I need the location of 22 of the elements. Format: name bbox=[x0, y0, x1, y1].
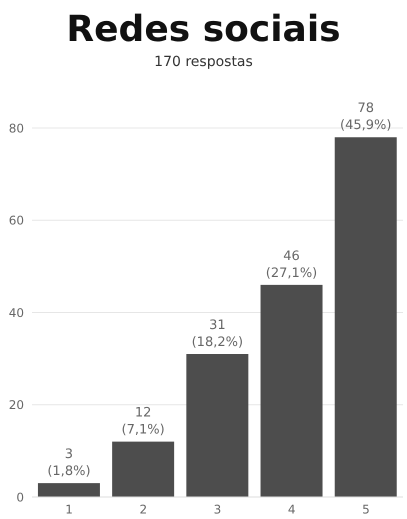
data-label: 31 (18,2%) bbox=[192, 318, 244, 350]
bar bbox=[112, 442, 174, 497]
y-tick-label: 80 bbox=[8, 121, 24, 136]
x-tick-label: 4 bbox=[288, 502, 296, 517]
data-label: 78 (45,9%) bbox=[340, 101, 392, 134]
data-label: 46 (27,1%) bbox=[266, 248, 318, 281]
y-tick-label: 0 bbox=[16, 490, 24, 504]
data-label: 3 (1,8%) bbox=[47, 447, 91, 480]
y-tick-label: 60 bbox=[8, 214, 24, 228]
data-label: 12 (7,1%) bbox=[122, 406, 165, 438]
y-tick-label: 40 bbox=[8, 306, 24, 320]
bar bbox=[38, 483, 100, 497]
x-tick-label: 3 bbox=[214, 502, 222, 517]
x-tick-label: 1 bbox=[65, 502, 73, 517]
y-tick-label: 20 bbox=[8, 398, 24, 412]
bar bbox=[186, 354, 248, 497]
bar bbox=[260, 284, 323, 497]
bar bbox=[334, 137, 397, 497]
x-tick-label: 2 bbox=[139, 502, 148, 517]
chart-title: Redes sociais bbox=[65, 8, 342, 52]
x-tick-label: 5 bbox=[362, 502, 370, 517]
chart-subtitle: 170 respostas bbox=[153, 54, 254, 70]
